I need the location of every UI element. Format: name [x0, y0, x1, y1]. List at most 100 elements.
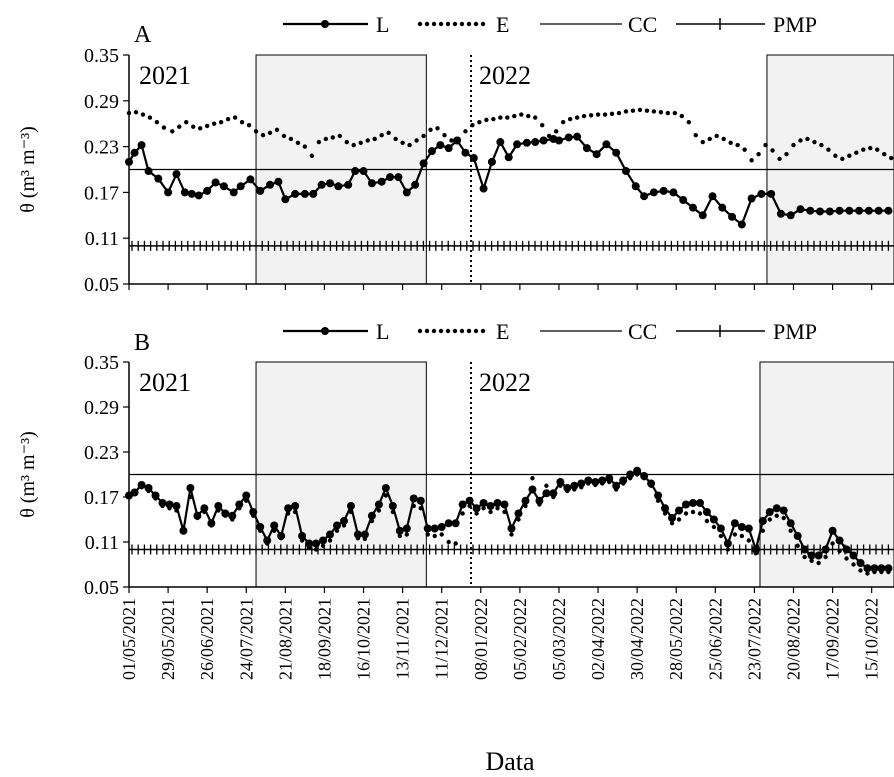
- l-point: [419, 159, 428, 168]
- e-point: [320, 543, 326, 548]
- e-point: [609, 111, 615, 116]
- y-tick-label: 0.17: [84, 182, 119, 204]
- l-point: [659, 186, 668, 195]
- legend-e-dot: [466, 21, 472, 27]
- l-point: [821, 545, 830, 554]
- x-tick-label: 11/12/2021: [432, 598, 452, 679]
- l-point: [605, 474, 614, 483]
- e-point: [623, 109, 629, 114]
- l-point: [779, 506, 788, 515]
- l-point: [487, 157, 496, 166]
- x-tick-label: 21/08/2021: [275, 598, 295, 680]
- l-point: [708, 192, 717, 201]
- l-point: [573, 132, 582, 141]
- e-point: [505, 115, 510, 120]
- e-point: [442, 132, 447, 138]
- e-point: [358, 140, 363, 145]
- e-point: [858, 568, 863, 573]
- l-point: [353, 530, 362, 539]
- l-point: [521, 496, 530, 505]
- e-point: [581, 113, 587, 119]
- legend-cc-label: CC: [628, 319, 657, 344]
- l-point: [228, 511, 237, 520]
- x-tick-label: 26/06/2021: [197, 598, 217, 680]
- l-point: [221, 509, 230, 518]
- e-point: [574, 115, 580, 120]
- e-point: [665, 110, 671, 116]
- e-point: [309, 153, 315, 158]
- e-point: [823, 554, 828, 560]
- x-tick-label: 16/10/2021: [354, 598, 374, 680]
- e-point: [690, 509, 696, 515]
- l-point: [828, 526, 837, 535]
- l-point: [688, 203, 697, 212]
- e-point: [218, 119, 224, 125]
- l-point: [621, 167, 630, 176]
- l-point: [469, 154, 478, 163]
- l-point: [800, 545, 809, 554]
- l-point: [631, 182, 640, 191]
- l-point: [479, 499, 488, 507]
- l-point: [214, 502, 223, 510]
- e-point: [784, 152, 789, 157]
- e-point: [816, 560, 821, 566]
- y-axis-title: θ (m³ m⁻³): [17, 126, 39, 213]
- e-point: [830, 541, 835, 546]
- e-point: [170, 129, 175, 134]
- y-tick-label: 0.23: [84, 442, 119, 464]
- l-point: [757, 189, 766, 198]
- e-point: [449, 138, 454, 143]
- e-point: [739, 533, 745, 539]
- l-point: [281, 195, 290, 204]
- legend-e-dot: [445, 21, 451, 27]
- e-point: [746, 538, 752, 543]
- l-point: [180, 188, 189, 197]
- l-point: [531, 138, 540, 147]
- x-tick-label: 01/05/2021: [119, 598, 139, 680]
- l-point: [437, 523, 446, 531]
- l-point: [436, 141, 445, 150]
- l-point: [256, 523, 265, 531]
- e-point: [154, 119, 160, 125]
- legend-pmp-label: PMP: [773, 12, 817, 37]
- e-point: [474, 511, 479, 516]
- e-point: [728, 140, 733, 145]
- e-point: [672, 110, 678, 116]
- e-point: [498, 115, 503, 120]
- l-point: [137, 141, 146, 150]
- l-point: [130, 488, 139, 497]
- l-point: [154, 174, 163, 183]
- l-point: [598, 476, 607, 485]
- l-point: [402, 188, 411, 197]
- l-point: [864, 206, 873, 215]
- l-point: [496, 138, 505, 147]
- l-point: [144, 484, 153, 492]
- l-point: [291, 502, 300, 510]
- l-point: [640, 472, 649, 480]
- e-point: [323, 136, 329, 142]
- x-tick-label: 05/02/2022: [510, 598, 530, 680]
- e-point: [133, 110, 139, 115]
- e-point: [725, 547, 731, 552]
- l-point: [298, 532, 307, 540]
- l-point: [291, 189, 300, 198]
- e-point: [191, 124, 196, 129]
- e-point: [553, 129, 559, 134]
- e-point: [274, 127, 280, 133]
- l-point: [522, 138, 531, 147]
- l-point: [744, 524, 753, 533]
- e-point: [400, 140, 405, 145]
- l-point: [592, 150, 601, 159]
- l-point: [326, 179, 335, 188]
- l-point: [312, 539, 321, 548]
- legend-e-dot: [424, 328, 430, 334]
- l-point: [386, 173, 395, 182]
- l-point: [211, 178, 220, 187]
- l-point: [626, 470, 635, 479]
- e-point: [651, 109, 657, 114]
- e-point: [253, 129, 259, 134]
- legend-e-dot: [473, 21, 479, 27]
- e-point: [865, 571, 870, 576]
- e-point: [683, 511, 689, 516]
- l-point: [786, 519, 795, 528]
